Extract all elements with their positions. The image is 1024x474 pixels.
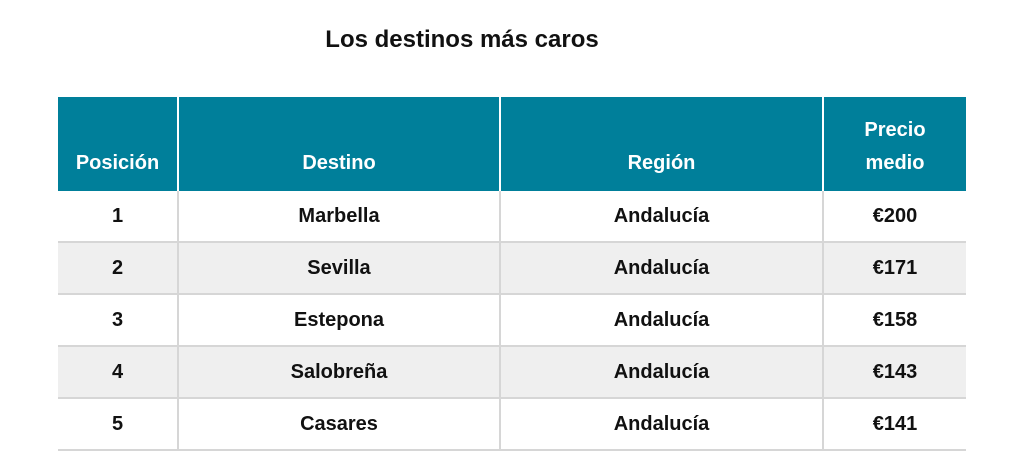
table-cell: 4 <box>58 346 178 399</box>
header-text: Destino <box>302 152 376 174</box>
table-body: 1 Marbella Andalucía €200 2 Sevilla Andalucía €… <box>58 191 966 451</box>
table-cell: 2 <box>58 242 178 295</box>
table-cell: Andalucía <box>499 398 823 451</box>
table-row: 3 Estepona Andalucía €158 <box>58 294 966 347</box>
table-cell: Sevilla <box>177 242 500 295</box>
table-cell: Estepona <box>177 294 500 347</box>
table-cell: €141 <box>822 398 966 451</box>
table-row: 4 Salobreña Andalucía €143 <box>58 346 966 399</box>
table-cell: 5 <box>58 398 178 451</box>
table-cell: 1 <box>58 191 178 243</box>
table-cell: 3 <box>58 294 178 347</box>
price-table: Posición Destino Región Precio medio 1 Marbe… <box>58 97 966 451</box>
table-cell: Casares <box>177 398 500 451</box>
header-cell: Región <box>499 97 823 191</box>
table-cell: €200 <box>822 191 966 243</box>
table-cell: €171 <box>822 242 966 295</box>
header-cell: Precio medio <box>822 97 966 191</box>
table-row: 5 Casares Andalucía €141 <box>58 398 966 451</box>
header-text: Posición <box>75 152 160 174</box>
header-text: Precio medio <box>864 119 926 174</box>
header-row: Posición Destino Región Precio medio <box>58 97 966 191</box>
table-cell: Andalucía <box>499 346 823 399</box>
table-cell: Andalucía <box>499 191 823 243</box>
table-cell: Andalucía <box>499 294 823 347</box>
header-cell: Destino <box>177 97 500 191</box>
table-row: 2 Sevilla Andalucía €171 <box>58 242 966 295</box>
table-cell: Andalucía <box>499 242 823 295</box>
table-cell: €158 <box>822 294 966 347</box>
table-cell: €143 <box>822 346 966 399</box>
header-text: Región <box>627 152 696 174</box>
table-cell: Salobreña <box>177 346 500 399</box>
table-cell: Marbella <box>177 191 500 243</box>
table-title: Los destinos más caros <box>325 26 599 53</box>
table-row: 1 Marbella Andalucía €200 <box>58 191 966 243</box>
header-cell: Posición <box>58 97 178 191</box>
